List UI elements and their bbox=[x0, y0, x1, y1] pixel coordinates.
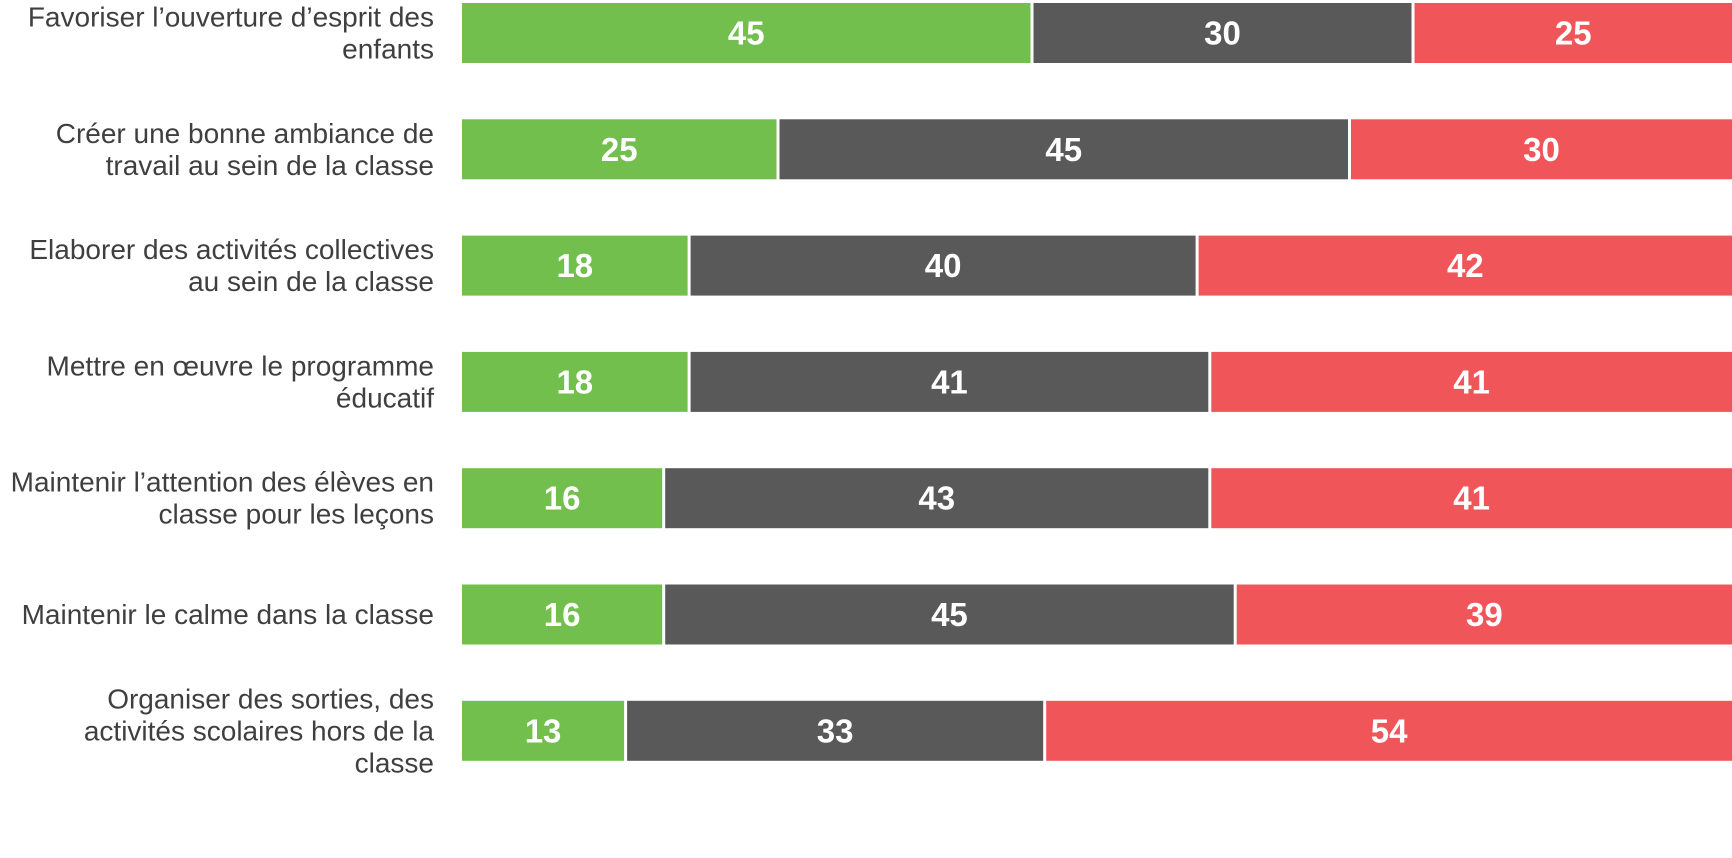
bar-segment bbox=[462, 351, 688, 412]
bar-segment bbox=[462, 700, 625, 761]
category-labels-layer: Favoriser l’ouverture d’esprit desenfant… bbox=[11, 2, 435, 779]
bar-segment bbox=[1236, 584, 1732, 645]
bar-segment bbox=[1351, 119, 1732, 180]
category-label: enfants bbox=[342, 34, 434, 65]
category-label: Mettre en œuvre le programme bbox=[47, 350, 434, 381]
category-label: au sein de la classe bbox=[188, 266, 434, 297]
category-label: classe pour les leçons bbox=[159, 499, 434, 530]
bar-value-label: 41 bbox=[931, 363, 968, 400]
bar-value-label: 25 bbox=[1555, 15, 1592, 52]
bar-value-label: 42 bbox=[1447, 247, 1484, 284]
category-label: Organiser des sorties, des bbox=[107, 683, 434, 714]
bar-segment bbox=[627, 700, 1044, 761]
bar-segment bbox=[462, 468, 663, 529]
bar-value-label: 43 bbox=[918, 480, 955, 517]
bar-value-label: 54 bbox=[1371, 712, 1408, 749]
bar-value-label: 33 bbox=[817, 712, 854, 749]
bar-segment bbox=[1414, 3, 1732, 63]
bar-segment bbox=[1033, 3, 1412, 63]
bar-value-label: 25 bbox=[601, 131, 638, 168]
category-label: Elaborer des activités collectives bbox=[29, 234, 434, 265]
category-label: éducatif bbox=[336, 382, 434, 413]
bar-segment bbox=[462, 584, 663, 645]
bar-segment bbox=[665, 584, 1234, 645]
category-label: Créer une bonne ambiance de bbox=[56, 118, 434, 149]
bar-segment bbox=[690, 235, 1196, 296]
bar-segment bbox=[462, 235, 688, 296]
bar-segment bbox=[690, 351, 1209, 412]
category-label: Maintenir l’attention des élèves en bbox=[11, 467, 434, 498]
bar-segment bbox=[1211, 351, 1732, 412]
category-label: classe bbox=[355, 747, 434, 778]
bar-value-label: 16 bbox=[544, 480, 581, 517]
bar-value-label: 45 bbox=[728, 15, 765, 52]
bar-segment bbox=[462, 119, 777, 180]
bar-value-label: 18 bbox=[556, 363, 593, 400]
bar-value-label: 13 bbox=[525, 712, 562, 749]
bar-value-label: 39 bbox=[1466, 596, 1503, 633]
bar-value-label: 40 bbox=[925, 247, 962, 284]
bar-value-label: 18 bbox=[556, 247, 593, 284]
bar-segment bbox=[779, 119, 1348, 180]
category-label: activités scolaires hors de la bbox=[84, 715, 435, 746]
bar-value-label: 30 bbox=[1204, 15, 1241, 52]
bar-segment bbox=[1211, 468, 1732, 529]
bar-value-label: 16 bbox=[544, 596, 581, 633]
category-label: Favoriser l’ouverture d’esprit des bbox=[28, 2, 434, 33]
bar-value-label: 41 bbox=[1453, 363, 1490, 400]
bar-value-label: 30 bbox=[1523, 131, 1560, 168]
bar-segment bbox=[462, 3, 1031, 63]
category-label: Maintenir le calme dans la classe bbox=[22, 599, 434, 630]
bars-layer: 45 30 25 25 45 30 18 40 42 18 41 41 16 43 41 16 45 39 13 33… bbox=[462, 3, 1732, 761]
bar-value-label: 41 bbox=[1453, 480, 1490, 517]
bar-segment bbox=[1046, 700, 1732, 761]
bar-value-label: 45 bbox=[1045, 131, 1082, 168]
bar-segment bbox=[665, 468, 1209, 529]
bar-segment bbox=[1198, 235, 1732, 296]
bar-value-label: 45 bbox=[931, 596, 968, 633]
category-label: travail au sein de la classe bbox=[106, 150, 434, 181]
